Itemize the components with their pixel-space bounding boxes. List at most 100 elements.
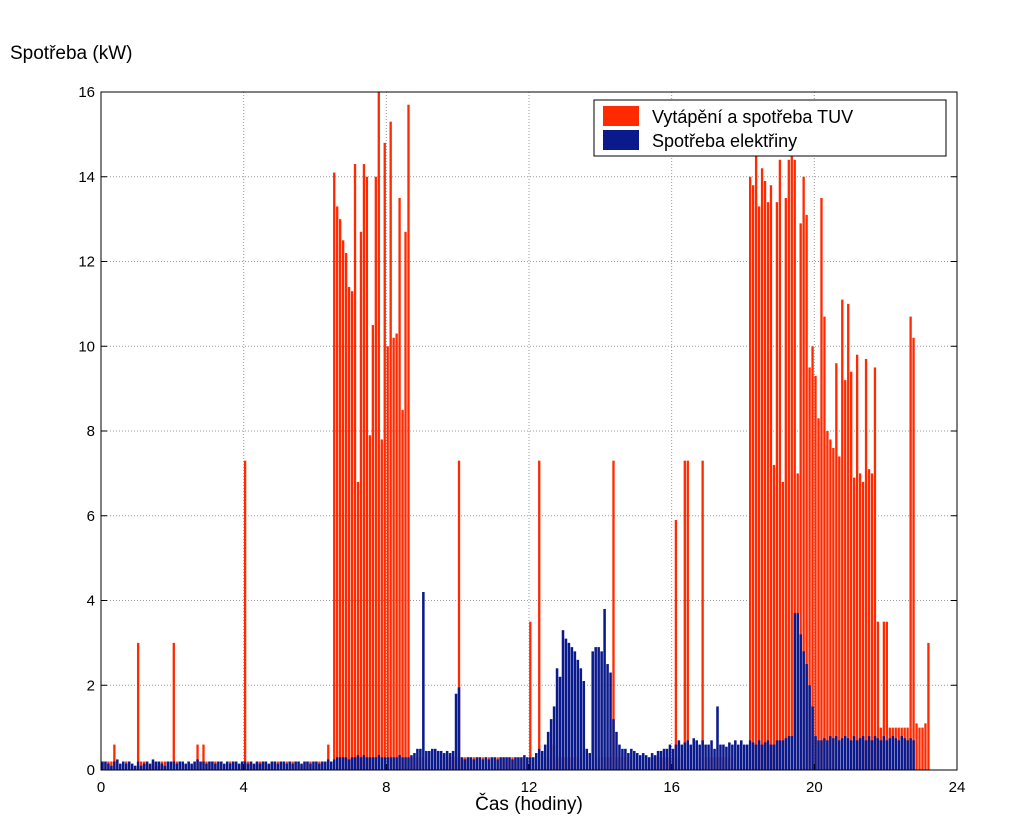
heating-bar bbox=[808, 367, 811, 770]
electricity-bar bbox=[487, 759, 490, 770]
heating-bar bbox=[389, 121, 392, 770]
heating-bar bbox=[407, 104, 410, 770]
electricity-bar bbox=[193, 761, 196, 770]
electricity-bar bbox=[805, 664, 808, 770]
electricity-bar bbox=[653, 755, 657, 770]
electricity-bar bbox=[636, 753, 639, 770]
electricity-bar bbox=[401, 757, 404, 770]
electricity-bar bbox=[234, 761, 238, 770]
heating-bar bbox=[853, 477, 856, 770]
electricity-bar bbox=[695, 740, 698, 770]
x-axis-label: Čas (hodiny) bbox=[475, 793, 583, 815]
heating-bar bbox=[362, 164, 366, 771]
electricity-bar bbox=[644, 755, 648, 770]
electricity-bar bbox=[327, 759, 330, 770]
electricity-bar bbox=[433, 748, 437, 770]
electricity-bar bbox=[148, 763, 152, 770]
heating-bar bbox=[867, 469, 871, 770]
electricity-bar bbox=[567, 642, 571, 771]
electricity-bar bbox=[659, 750, 663, 770]
electricity-bar bbox=[324, 761, 327, 770]
electricity-bar bbox=[739, 740, 743, 770]
electricity-bar bbox=[122, 761, 125, 770]
electricity-bar bbox=[627, 753, 630, 770]
electricity-bar bbox=[475, 757, 479, 770]
electricity-bar bbox=[347, 759, 351, 770]
electricity-bar bbox=[175, 763, 179, 770]
electricity-bar bbox=[517, 757, 520, 770]
electricity-bar bbox=[784, 738, 788, 770]
electricity-bar bbox=[261, 761, 265, 770]
electricity-bar bbox=[671, 748, 675, 770]
electricity-bar bbox=[641, 753, 645, 770]
heating-bar bbox=[353, 164, 357, 771]
heating-bar bbox=[909, 316, 912, 770]
electricity-bar bbox=[107, 763, 110, 770]
heating-bar bbox=[674, 519, 678, 770]
electricity-bar bbox=[760, 744, 764, 770]
electricity-bar bbox=[493, 757, 496, 770]
heating-bar bbox=[763, 180, 767, 771]
electricity-bar bbox=[719, 744, 722, 770]
electricity-bar bbox=[240, 761, 244, 770]
electricity-bar bbox=[549, 719, 553, 770]
electricity-bar bbox=[772, 744, 776, 770]
electricity-bar bbox=[181, 761, 184, 770]
legend-label-heating: Vytápění a spotřeba TUV bbox=[652, 107, 853, 127]
heating-bar bbox=[820, 197, 823, 770]
electricity-bar bbox=[413, 753, 416, 770]
heating-bar bbox=[686, 460, 689, 770]
electricity-bar bbox=[312, 761, 315, 770]
electricity-bar bbox=[745, 744, 749, 770]
electricity-bar bbox=[383, 757, 386, 770]
electricity-bar bbox=[231, 761, 235, 770]
electricity-bar bbox=[187, 761, 190, 770]
electricity-bar bbox=[888, 738, 892, 770]
heating-bar bbox=[835, 363, 838, 770]
electricity-bar bbox=[638, 755, 642, 770]
electricity-bar bbox=[252, 763, 256, 770]
heating-bar bbox=[749, 176, 752, 770]
heating-bar bbox=[766, 202, 770, 771]
electricity-bar bbox=[796, 613, 799, 770]
heating-bar bbox=[855, 354, 859, 770]
electricity-bar bbox=[909, 738, 912, 770]
electricity-bar bbox=[142, 763, 146, 770]
electricity-bar bbox=[211, 761, 214, 770]
heating-bar bbox=[769, 185, 773, 771]
heating-bar bbox=[876, 621, 880, 770]
electricity-bar bbox=[127, 761, 131, 770]
electricity-bar bbox=[520, 757, 523, 770]
x-tick-label: 0 bbox=[97, 779, 105, 796]
heating-bar bbox=[823, 316, 826, 770]
electricity-bar bbox=[214, 763, 217, 770]
heating-bar bbox=[365, 176, 369, 770]
heating-bar bbox=[377, 92, 380, 770]
heating-bar bbox=[395, 333, 398, 770]
electricity-bar bbox=[350, 757, 354, 770]
electricity-bar bbox=[288, 761, 291, 770]
y-tick-label: 10 bbox=[78, 338, 95, 355]
electricity-bar bbox=[228, 763, 232, 770]
electricity-bar bbox=[722, 744, 725, 770]
electricity-bar bbox=[371, 757, 375, 770]
electricity-bar bbox=[282, 761, 285, 770]
electricity-bar bbox=[912, 740, 915, 770]
y-tick-label: 0 bbox=[87, 762, 95, 779]
electricity-bar bbox=[716, 706, 719, 770]
heating-bar bbox=[339, 219, 342, 771]
legend-label-electricity: Spotřeba elektřiny bbox=[652, 131, 797, 151]
y-tick-label: 6 bbox=[87, 508, 95, 525]
electricity-bar bbox=[751, 742, 755, 770]
legend-swatch-electricity bbox=[603, 130, 639, 150]
electricity-bar bbox=[119, 763, 122, 770]
heating-bar bbox=[778, 159, 782, 771]
electricity-bar bbox=[838, 740, 841, 770]
electricity-bar bbox=[273, 761, 277, 770]
electricity-bar bbox=[558, 676, 562, 770]
heating-bar bbox=[701, 460, 704, 770]
electricity-bar bbox=[341, 757, 345, 770]
electricity-bar bbox=[879, 740, 883, 770]
electricity-bar bbox=[392, 757, 395, 770]
heating-bar bbox=[356, 481, 360, 770]
